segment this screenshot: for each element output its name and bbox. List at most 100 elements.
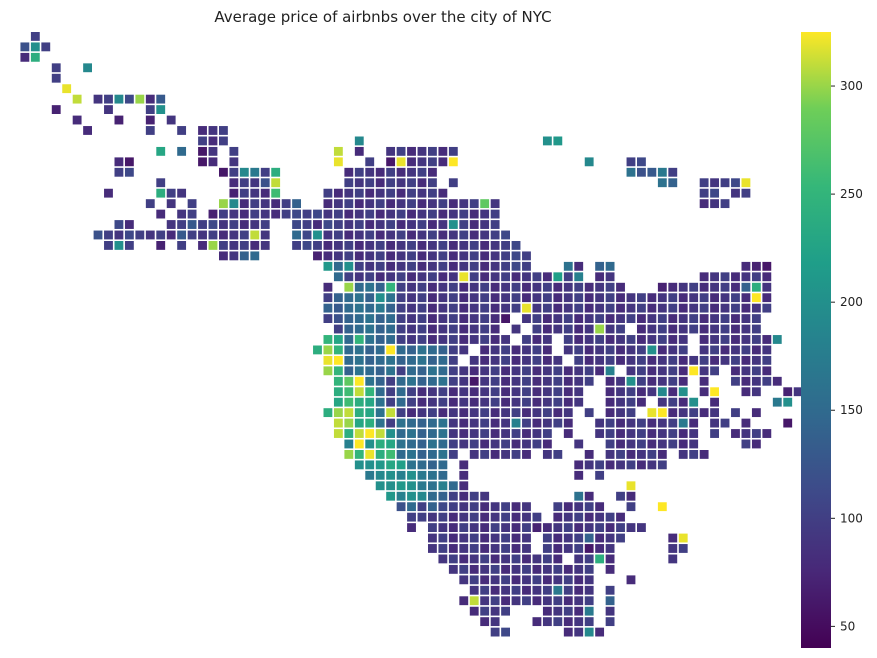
heatmap-cell: [396, 429, 406, 438]
heatmap-cell: [375, 387, 385, 397]
heatmap-cell: [699, 387, 709, 397]
heatmap-cell: [501, 241, 510, 250]
heatmap-cell: [156, 105, 166, 114]
heatmap-cell: [396, 314, 406, 323]
heatmap-cell: [114, 115, 124, 125]
heatmap-cell: [365, 220, 375, 229]
heatmap-cell: [386, 429, 396, 438]
heatmap-cell: [595, 314, 605, 323]
heatmap-cell: [699, 366, 709, 376]
heatmap-cell: [553, 136, 563, 146]
heatmap-cell: [710, 303, 719, 313]
heatmap-cell: [553, 502, 563, 512]
heatmap-cell: [605, 533, 615, 543]
heatmap-cell: [762, 335, 772, 344]
heatmap-cell: [428, 167, 437, 177]
heatmap-cell: [323, 230, 333, 240]
heatmap-cell: [208, 136, 218, 146]
heatmap-cell: [459, 251, 469, 261]
heatmap-cell: [407, 345, 416, 355]
heatmap-cell: [532, 366, 542, 376]
heatmap-cell: [448, 251, 458, 261]
heatmap-cell: [428, 146, 437, 156]
heatmap-cell: [459, 314, 469, 323]
heatmap-cell: [333, 366, 343, 376]
heatmap-cell: [124, 157, 134, 167]
heatmap-cell: [563, 387, 573, 397]
chart-title: Average price of airbnbs over the city o…: [214, 8, 552, 26]
heatmap-cell: [657, 355, 667, 365]
heatmap-cell: [574, 606, 584, 616]
heatmap-cell: [741, 261, 751, 271]
heatmap-cell: [114, 94, 124, 104]
heatmap-cell: [647, 167, 657, 177]
heatmap-cell: [501, 397, 510, 407]
heatmap-cell: [313, 209, 322, 219]
heatmap-cell: [490, 324, 500, 334]
heatmap-cell: [323, 209, 333, 219]
heatmap-cell: [574, 470, 584, 480]
heatmap-cell: [145, 230, 155, 240]
heatmap-cell: [333, 355, 343, 365]
heatmap-cell: [720, 335, 730, 344]
heatmap-cell: [208, 126, 218, 135]
heatmap-cell: [490, 397, 500, 407]
heatmap-cell: [250, 209, 260, 219]
heatmap-cell: [480, 491, 490, 501]
heatmap-cell: [490, 408, 500, 418]
heatmap-cell: [741, 282, 751, 292]
heatmap-cell: [490, 241, 500, 250]
heatmap-cell: [699, 450, 709, 459]
heatmap-cell: [584, 512, 594, 522]
heatmap-cell: [187, 209, 197, 219]
heatmap-cell: [365, 387, 375, 397]
heatmap-cell: [469, 272, 479, 282]
heatmap-cell: [563, 282, 573, 292]
heatmap-cell: [469, 564, 479, 574]
heatmap-cell: [448, 439, 458, 449]
heatmap-cell: [354, 314, 364, 323]
heatmap-cell: [407, 408, 416, 418]
heatmap-cell: [459, 502, 469, 512]
heatmap-cell: [678, 324, 688, 334]
heatmap-cell: [657, 429, 667, 438]
heatmap-cell: [480, 544, 490, 553]
heatmap-cell: [417, 293, 427, 303]
heatmap-cell: [480, 397, 490, 407]
heatmap-cell: [501, 429, 510, 438]
heatmap-cell: [208, 241, 218, 250]
heatmap-cell: [448, 178, 458, 188]
heatmap-cell: [469, 376, 479, 386]
heatmap-cell: [177, 241, 187, 250]
heatmap-cell: [438, 387, 448, 397]
heatmap-cell: [469, 533, 479, 543]
heatmap-cell: [417, 251, 427, 261]
heatmap-cell: [469, 241, 479, 250]
heatmap-cell: [250, 220, 260, 229]
heatmap-cell: [438, 481, 448, 491]
heatmap-cell: [375, 366, 385, 376]
heatmap-cell: [511, 397, 521, 407]
heatmap-cell: [365, 335, 375, 344]
heatmap-cell: [553, 450, 563, 459]
heatmap-cell: [511, 450, 521, 459]
heatmap-cell: [333, 251, 343, 261]
heatmap-cell: [333, 397, 343, 407]
heatmap-cell: [511, 533, 521, 543]
heatmap-cell: [396, 251, 406, 261]
heatmap-cell: [396, 209, 406, 219]
heatmap-cell: [438, 397, 448, 407]
heatmap-cell: [344, 272, 354, 282]
heatmap-cell: [459, 596, 469, 606]
heatmap-cell: [438, 199, 448, 209]
heatmap-cell: [354, 261, 364, 271]
heatmap-cell: [438, 146, 448, 156]
heatmap-cell: [459, 209, 469, 219]
heatmap-cell: [396, 450, 406, 459]
heatmap-cell: [386, 460, 396, 470]
heatmap-cell: [574, 564, 584, 574]
heatmap-cell: [198, 146, 207, 156]
heatmap-cell: [668, 314, 678, 323]
heatmap-cell: [229, 146, 239, 156]
